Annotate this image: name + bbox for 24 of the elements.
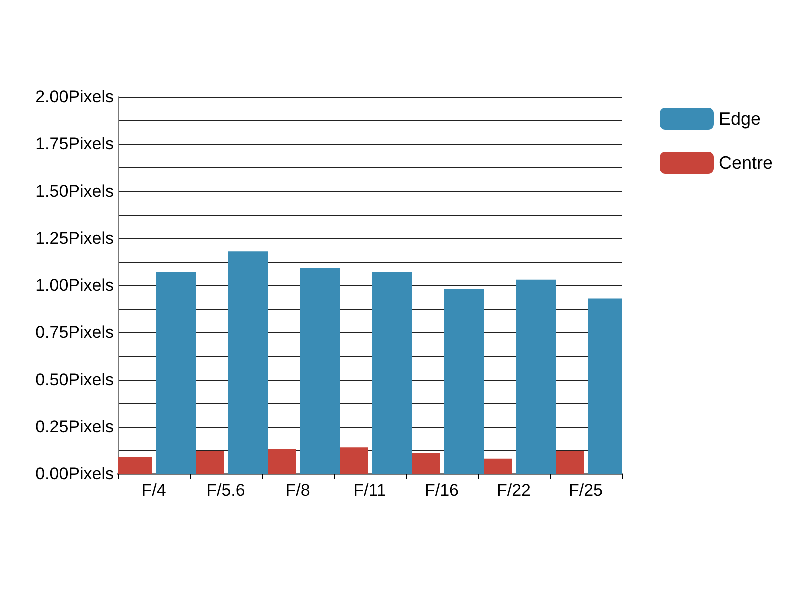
x-tick-label: F/25 (568, 481, 604, 500)
x-tick-label: F/4 (142, 481, 166, 500)
legend-label: Edge (719, 109, 762, 129)
x-tick-label: F/8 (286, 481, 310, 500)
y-tick-label: 0.75Pixels (36, 323, 114, 342)
bar (156, 272, 196, 474)
bar (300, 268, 340, 474)
x-tick-label: F/22 (496, 481, 532, 500)
bar (516, 280, 556, 474)
y-tick-label: 1.00Pixels (36, 276, 114, 295)
y-tick-label: 1.50Pixels (36, 182, 114, 201)
x-tick-label: F/11 (354, 481, 386, 500)
y-tick-label: 0.50Pixels (36, 370, 114, 390)
bar (372, 272, 412, 474)
y-tick-label: 1.75Pixels (36, 134, 114, 154)
x-tick-label: F/5.6 (206, 481, 246, 500)
y-tick-label: 0.00Pixels (36, 464, 114, 484)
bar (444, 289, 484, 474)
bar (228, 252, 268, 474)
y-tick-label: 0.25Pixels (36, 417, 114, 436)
y-tick-label: 2.00Pixels (36, 88, 114, 106)
x-tick-label: F/16 (424, 481, 460, 500)
legend-label: Centre (719, 153, 774, 173)
y-tick-label: 1.25Pixels (36, 228, 114, 248)
